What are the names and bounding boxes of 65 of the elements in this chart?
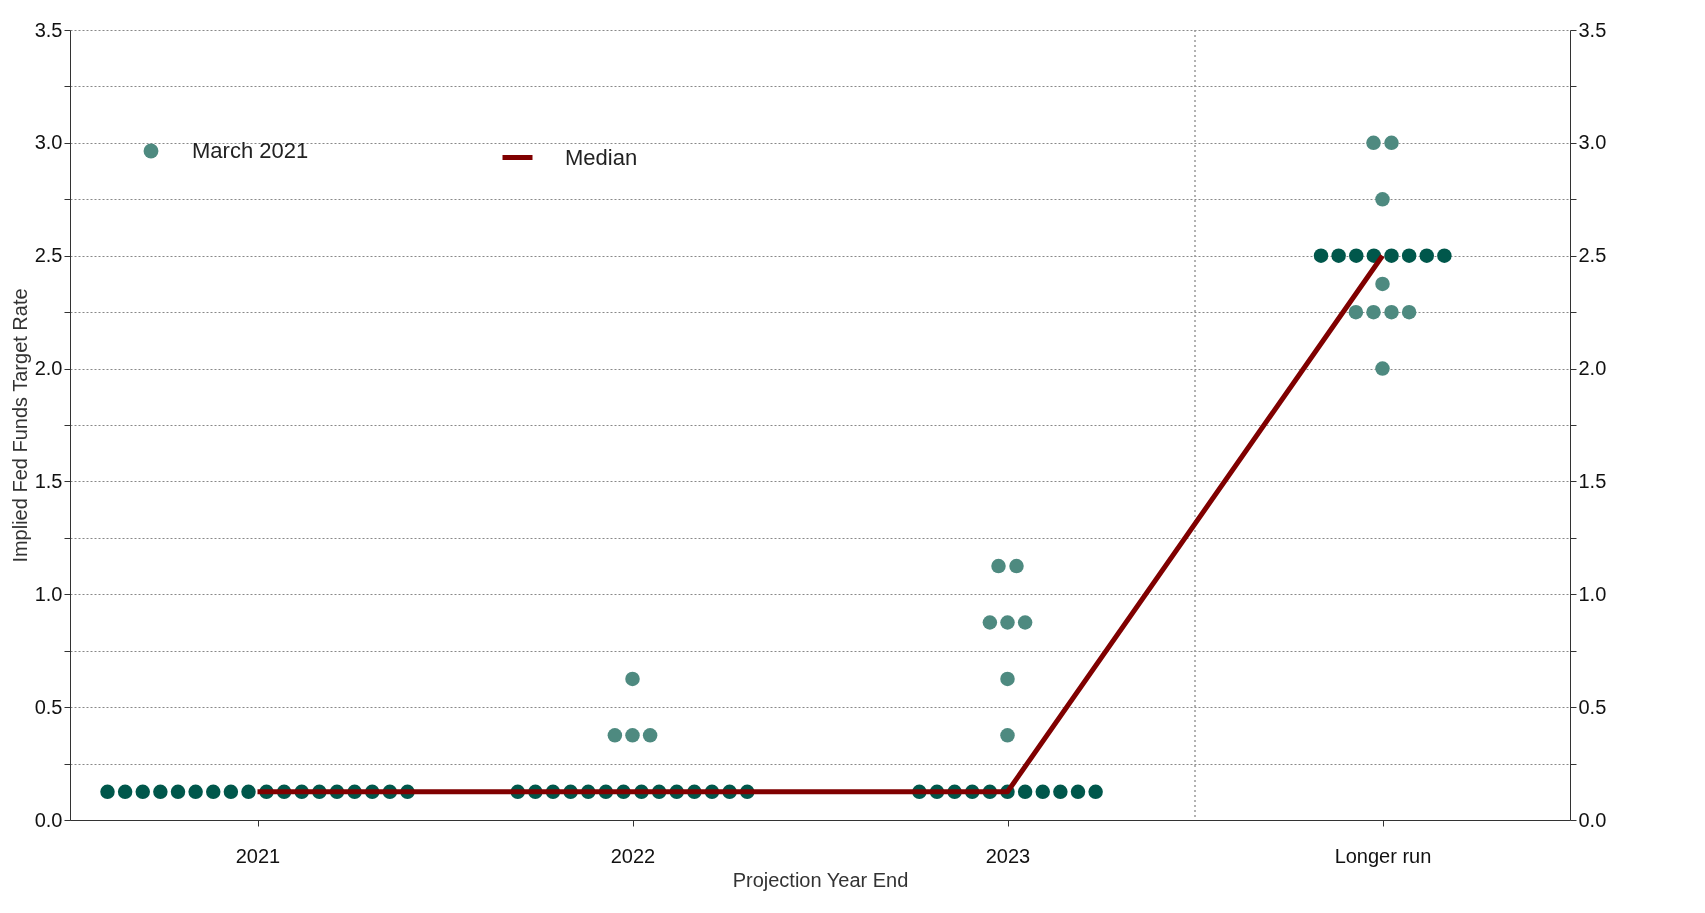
point [1331, 248, 1346, 263]
point [1000, 671, 1015, 687]
point [1437, 248, 1452, 263]
point [1035, 784, 1050, 800]
point [1375, 192, 1390, 207]
y-tick-label: 3.5 [34, 18, 63, 41]
y-tick-label: 0.0 [34, 808, 63, 831]
y-tick-label: 0.5 [34, 695, 63, 718]
point [1384, 248, 1399, 263]
point [1070, 784, 1086, 800]
x-tick-label: Longer run [1334, 844, 1432, 867]
y2-tick-label: 0.5 [1578, 695, 1607, 718]
y2-tick-label: 1.0 [1578, 582, 1607, 605]
y2-tick-label: 2.0 [1578, 357, 1607, 380]
point [1348, 304, 1364, 320]
x-axis-title: Projection Year End [732, 868, 909, 891]
y2-tick-label: 0.0 [1578, 808, 1607, 831]
point [625, 728, 640, 743]
point [1000, 728, 1015, 743]
point [241, 784, 256, 800]
point [1009, 558, 1024, 574]
legend-label: Median [565, 144, 638, 170]
point [1384, 135, 1399, 151]
y2-tick-label: 2.5 [1578, 244, 1607, 267]
x-tick-label: 2023 [985, 844, 1031, 867]
point [982, 615, 998, 630]
point [1366, 135, 1381, 151]
point [1017, 784, 1033, 800]
point [170, 784, 186, 800]
point [1000, 615, 1015, 630]
y-tick-label: 1.0 [34, 582, 63, 605]
point [1419, 248, 1434, 263]
point [1401, 248, 1417, 263]
point [607, 728, 623, 743]
point [1375, 276, 1390, 292]
y2-tick-label: 3.5 [1578, 18, 1607, 41]
point [188, 784, 203, 800]
point [642, 728, 658, 743]
y2-tick-label: 3.0 [1578, 131, 1607, 154]
y-axis-title: Implied Fed Funds Target Rate [8, 288, 31, 563]
y-tick-label: 3.0 [34, 131, 63, 154]
x-tick-label: 2022 [610, 844, 656, 867]
point [1053, 784, 1068, 800]
y2-tick-label: 1.5 [1578, 469, 1607, 492]
y-tick-label: 2.0 [34, 357, 63, 380]
point [1366, 304, 1381, 320]
point [1401, 304, 1417, 320]
point [1375, 361, 1390, 376]
y-tick-label: 2.5 [34, 244, 63, 267]
point [991, 558, 1006, 574]
y-tick-label: 1.5 [34, 469, 63, 492]
point [223, 784, 239, 800]
point [206, 784, 221, 800]
legend-label: March 2021 [192, 138, 309, 163]
point [1349, 248, 1364, 263]
point [1017, 615, 1033, 630]
point [1088, 784, 1103, 800]
x-tick-label: 2021 [235, 844, 281, 867]
point [1384, 304, 1399, 320]
point [135, 784, 150, 800]
point [1313, 248, 1329, 263]
point [153, 784, 168, 800]
point [117, 784, 133, 800]
point [100, 784, 115, 800]
point [625, 671, 640, 687]
